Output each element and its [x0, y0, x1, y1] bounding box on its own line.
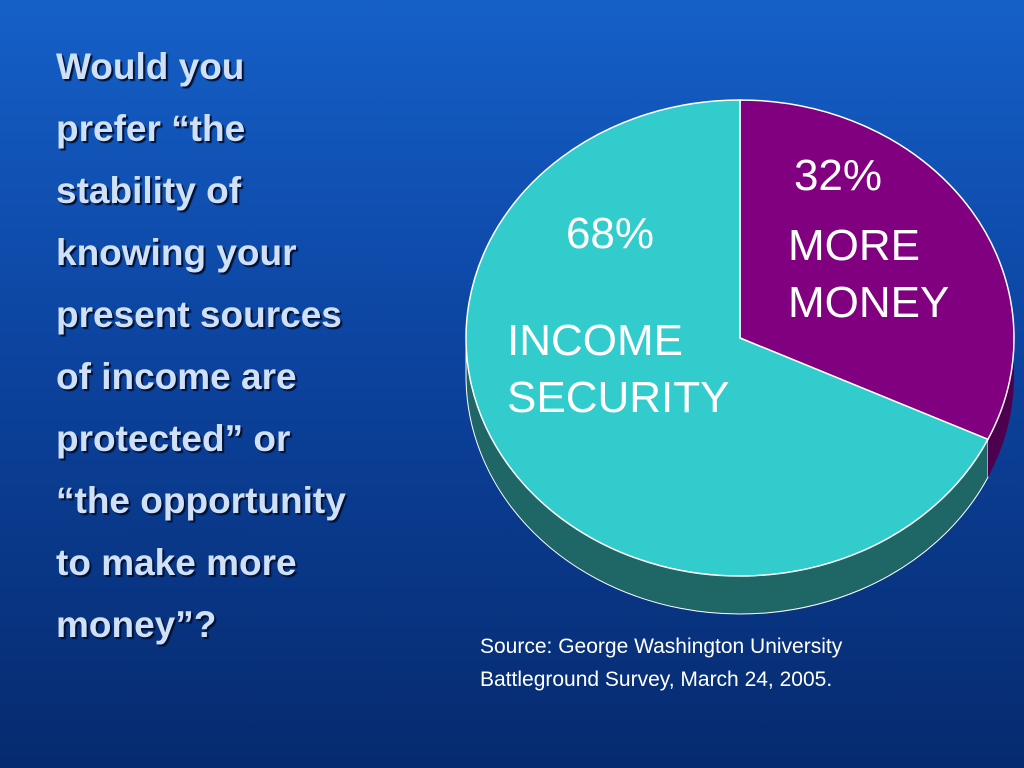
income-security-label-line1: INCOME — [507, 316, 683, 365]
more-money-percent-label: 32% — [794, 151, 882, 200]
more-money-label-line2: MONEY — [788, 278, 949, 327]
pie-slice-income-security — [465, 99, 989, 577]
income-security-label-line2: SECURITY — [507, 373, 729, 422]
source-line-1: Source: George Washington University — [480, 635, 843, 658]
income-security-percent-label: 68% — [566, 209, 654, 258]
question-text: Would you prefer “the stability of knowi… — [56, 46, 346, 645]
pie-side-more-money — [987, 338, 1014, 478]
source-citation: Source: George Washington University Bat… — [480, 630, 1000, 696]
more-money-label-line1: MORE — [788, 221, 920, 270]
source-line-2: Battleground Survey, March 24, 2005. — [480, 668, 833, 691]
pie-slice-more-money — [739, 99, 1015, 441]
